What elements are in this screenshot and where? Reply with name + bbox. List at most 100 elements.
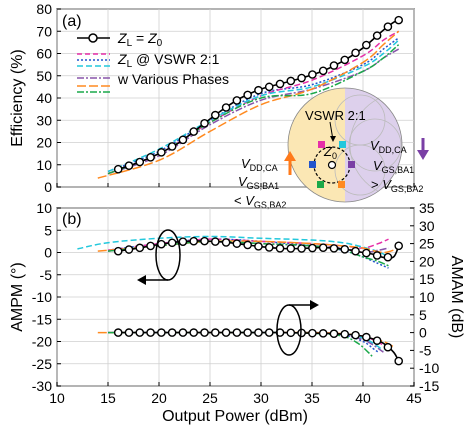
y-tick-label: 30 <box>36 112 52 128</box>
panel-a-ylabel: Efficiency (%) <box>9 49 26 147</box>
inset-left-vgs1: VGS,BA1 <box>238 174 279 191</box>
data-point <box>329 329 339 339</box>
y-right-tick-label: -10 <box>419 360 439 376</box>
y-right-tick-label: -5 <box>419 342 432 358</box>
data-point <box>372 251 382 260</box>
y-tick-label: -5 <box>40 267 53 283</box>
data-point <box>221 103 231 112</box>
data-point <box>146 153 155 162</box>
data-point <box>178 135 188 145</box>
inset-marker-blue <box>309 161 316 168</box>
data-point <box>232 239 242 248</box>
data-point <box>286 328 296 338</box>
x-axis-label: Output Power (dBm) <box>162 408 308 425</box>
x-tick-label: 30 <box>253 390 269 406</box>
y-tick-label: 0 <box>44 245 52 261</box>
y-right-tick-label: 30 <box>419 218 435 234</box>
series-line-1-4 <box>77 235 389 258</box>
data-point <box>275 244 285 253</box>
data-point <box>135 328 145 337</box>
data-point <box>286 76 296 86</box>
data-point <box>362 332 371 342</box>
svg-text:ZL = Z0: ZL = Z0 <box>117 30 163 49</box>
data-point <box>167 142 177 151</box>
data-point <box>340 329 350 339</box>
y-tick-label: -30 <box>32 378 52 394</box>
data-point <box>210 110 220 120</box>
data-point <box>167 328 177 337</box>
data-point <box>232 328 242 337</box>
data-point <box>383 252 393 262</box>
inset-left-region <box>288 88 345 202</box>
y-tick-label: -15 <box>32 311 52 327</box>
inset-right-vgs2: > VGS,BA2 <box>371 177 423 194</box>
data-point <box>189 236 199 246</box>
y-tick-label: -20 <box>32 334 52 350</box>
legend-entry-vswr: ZL @ VSWR 2:1 <box>77 51 220 70</box>
data-point <box>351 48 360 58</box>
data-point <box>157 328 166 337</box>
series-line-0-6 <box>107 44 400 175</box>
y-tick-label: -10 <box>32 289 52 305</box>
x-tick-label: 10 <box>49 390 65 406</box>
data-point <box>124 245 134 254</box>
data-point <box>146 328 155 337</box>
inset-left-vdd: VDD,CA <box>241 156 278 173</box>
panel-b-ticks: 10 15 20 25 30 35 40 45-30-25-20-15-10-50510-15… <box>32 200 440 406</box>
data-point <box>329 244 339 253</box>
x-tick-label: 25 <box>202 390 218 406</box>
data-point <box>210 237 220 246</box>
data-point <box>308 243 317 253</box>
inset-marker-cyan <box>339 141 346 148</box>
data-point <box>167 238 177 248</box>
data-point <box>113 246 123 256</box>
inset-marker-purple <box>348 161 355 168</box>
data-point <box>383 22 393 31</box>
data-point <box>372 336 382 345</box>
data-point <box>243 328 252 337</box>
data-point <box>124 328 134 337</box>
y-right-tick-label: -15 <box>419 378 439 394</box>
data-point <box>297 244 306 253</box>
y-tick-label: 40 <box>36 90 52 106</box>
data-point <box>221 238 231 247</box>
data-point <box>232 96 242 105</box>
ampm-axis-indicator <box>137 229 181 285</box>
data-point <box>318 66 328 76</box>
data-point <box>146 241 155 251</box>
data-point <box>178 328 188 337</box>
data-point <box>200 119 209 128</box>
y-tick-label: 5 <box>44 222 52 238</box>
svg-text:w Various Phases: w Various Phases <box>117 71 229 87</box>
data-point <box>340 55 350 65</box>
data-point <box>135 157 145 167</box>
inset-marker-orange <box>338 181 345 188</box>
y-right-tick-label: 10 <box>419 289 435 305</box>
data-point <box>297 73 306 83</box>
data-point <box>264 243 274 252</box>
data-point <box>383 342 393 352</box>
data-point <box>394 356 404 366</box>
inset-title: VSWR 2:1 <box>305 108 366 123</box>
data-point <box>178 237 188 246</box>
legend: ZL = Z0 ZL @ VSWR 2:1 w Various Phases <box>77 30 229 93</box>
data-point <box>200 328 209 337</box>
data-point <box>189 328 199 337</box>
y-tick-label: 80 <box>36 1 52 17</box>
x-tick-label: 15 <box>100 390 116 406</box>
data-point <box>308 70 317 79</box>
panel-a-ticks: 0 10 20 30 40 50 60 70 80 <box>36 1 415 195</box>
data-point <box>157 148 166 157</box>
y-tick-label: 20 <box>36 135 52 151</box>
series-line-0-3 <box>107 39 400 173</box>
panel-a: 0 10 20 30 40 50 60 70 80 (a) Efficiency (%) ZL … <box>9 1 429 210</box>
svg-text:ZL @ VSWR 2:1: ZL @ VSWR 2:1 <box>117 51 220 70</box>
y-tick-label: 50 <box>36 68 52 84</box>
y-right-tick-label: 20 <box>419 253 435 269</box>
data-point <box>254 85 263 95</box>
y-right-tick-label: 25 <box>419 236 435 252</box>
data-point <box>210 328 220 337</box>
data-point <box>124 161 134 170</box>
x-tick-label: 45 <box>406 390 422 406</box>
y-right-tick-label: 5 <box>419 307 427 323</box>
